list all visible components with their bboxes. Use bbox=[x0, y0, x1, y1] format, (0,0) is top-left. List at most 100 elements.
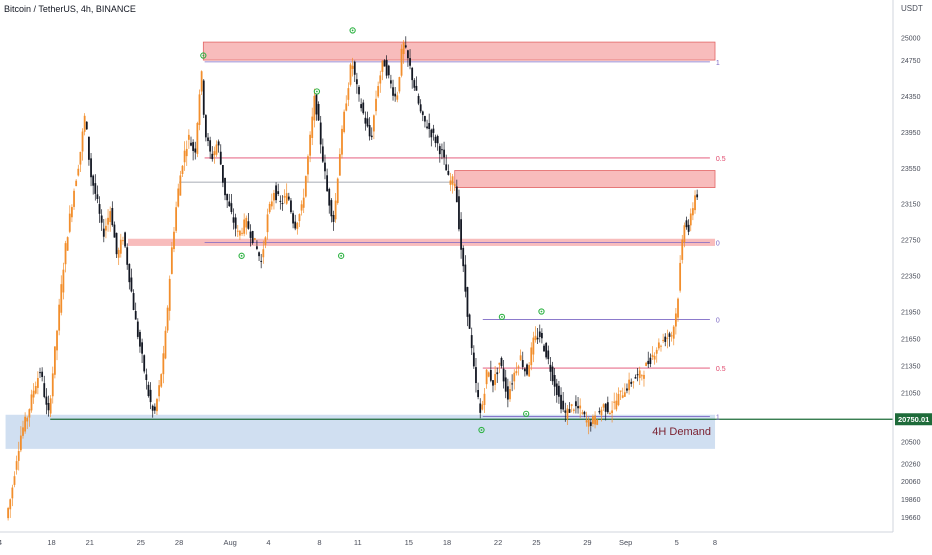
candle-up bbox=[24, 416, 27, 432]
candle-up bbox=[296, 222, 299, 229]
candle-down bbox=[39, 372, 41, 374]
candle-up bbox=[530, 347, 533, 366]
price-tick-label: 19860 bbox=[901, 497, 921, 504]
fib-level-label: 0 bbox=[716, 240, 720, 247]
candle-up bbox=[449, 180, 452, 185]
time-tick-label: Aug bbox=[223, 538, 236, 547]
candle-down bbox=[41, 371, 44, 377]
candle-up bbox=[334, 200, 337, 220]
candle-down bbox=[192, 142, 195, 151]
candle-up bbox=[68, 213, 71, 232]
fib-level-label: 1 bbox=[716, 60, 720, 67]
candle-up bbox=[13, 476, 16, 485]
candle-up bbox=[617, 393, 620, 406]
supply-zone bbox=[202, 41, 716, 61]
candle-down bbox=[604, 403, 607, 412]
candle-up bbox=[534, 335, 537, 341]
candle-up bbox=[268, 203, 271, 213]
candle-down bbox=[553, 375, 556, 387]
candle-down bbox=[489, 370, 492, 381]
candle-up bbox=[375, 98, 377, 112]
candle-up bbox=[372, 115, 375, 132]
candle-up bbox=[7, 508, 10, 519]
candle-up bbox=[213, 151, 216, 156]
candle-up bbox=[162, 353, 165, 375]
candle-up bbox=[302, 197, 305, 208]
candle-up bbox=[107, 217, 109, 225]
candle-up bbox=[119, 239, 122, 254]
candle-up bbox=[341, 128, 343, 155]
candle-up bbox=[585, 420, 588, 423]
candle-down bbox=[687, 224, 690, 232]
candle-up bbox=[53, 346, 56, 375]
swing-marker-dot bbox=[540, 310, 543, 313]
time-tick-label: Sep bbox=[619, 538, 632, 547]
candle-up bbox=[396, 95, 399, 100]
candle-down bbox=[500, 357, 503, 367]
candle-down bbox=[464, 264, 467, 292]
price-badge bbox=[895, 413, 932, 426]
price-tick-label: 20260 bbox=[901, 461, 921, 468]
candle-down bbox=[330, 200, 333, 217]
candle-down bbox=[521, 360, 524, 368]
candle-up bbox=[56, 330, 58, 351]
candle-down bbox=[685, 220, 688, 228]
candle-down bbox=[549, 364, 552, 372]
swing-marker-dot bbox=[202, 54, 205, 57]
candle-down bbox=[468, 314, 471, 329]
candle-up bbox=[451, 176, 454, 185]
candle-down bbox=[355, 79, 358, 85]
candle-up bbox=[19, 435, 22, 451]
candle-up bbox=[17, 451, 20, 461]
candle-down bbox=[294, 221, 297, 229]
candle-up bbox=[175, 207, 178, 231]
candle-up bbox=[651, 354, 654, 357]
candle-down bbox=[394, 93, 397, 97]
candle-up bbox=[166, 307, 169, 331]
candle-down bbox=[326, 175, 329, 192]
candle-up bbox=[611, 410, 613, 414]
time-tick-label: 18 bbox=[443, 538, 451, 547]
candle-down bbox=[472, 352, 475, 367]
candle-down bbox=[496, 372, 499, 375]
swing-marker-dot bbox=[315, 90, 318, 93]
candle-up bbox=[36, 377, 39, 388]
candle-up bbox=[75, 180, 78, 187]
candle-down bbox=[45, 396, 48, 405]
price-tick-label: 24750 bbox=[901, 58, 921, 65]
candle-up bbox=[619, 390, 622, 392]
candle-up bbox=[485, 369, 488, 385]
candle-down bbox=[219, 151, 222, 165]
candle-down bbox=[321, 146, 324, 162]
candle-up bbox=[579, 405, 582, 409]
candle-down bbox=[577, 406, 579, 409]
candle-down bbox=[132, 293, 135, 310]
candle-down bbox=[249, 231, 252, 238]
candle-down bbox=[324, 162, 326, 172]
swing-marker bbox=[538, 308, 545, 315]
candle-up bbox=[77, 168, 80, 176]
candle-up bbox=[164, 330, 167, 359]
candle-up bbox=[483, 393, 486, 405]
time-tick-label: 25 bbox=[532, 538, 540, 547]
candle-up bbox=[666, 337, 669, 339]
candle-up bbox=[596, 419, 599, 425]
candle-down bbox=[511, 383, 514, 385]
candle-down bbox=[647, 360, 650, 365]
candle-down bbox=[153, 406, 156, 411]
candle-down bbox=[462, 247, 465, 267]
candle-up bbox=[181, 165, 184, 175]
candle-up bbox=[347, 88, 350, 100]
candle-down bbox=[664, 336, 667, 342]
candle-down bbox=[124, 232, 126, 247]
candle-down bbox=[204, 115, 207, 138]
candle-down bbox=[92, 175, 95, 186]
candle-up bbox=[566, 408, 569, 419]
chart-title: Bitcoin / TetherUS, 4h, BINANCE bbox=[4, 4, 136, 14]
candle-up bbox=[83, 115, 86, 132]
candle-up bbox=[657, 342, 660, 349]
candle-down bbox=[247, 221, 250, 229]
candle-down bbox=[145, 374, 148, 381]
